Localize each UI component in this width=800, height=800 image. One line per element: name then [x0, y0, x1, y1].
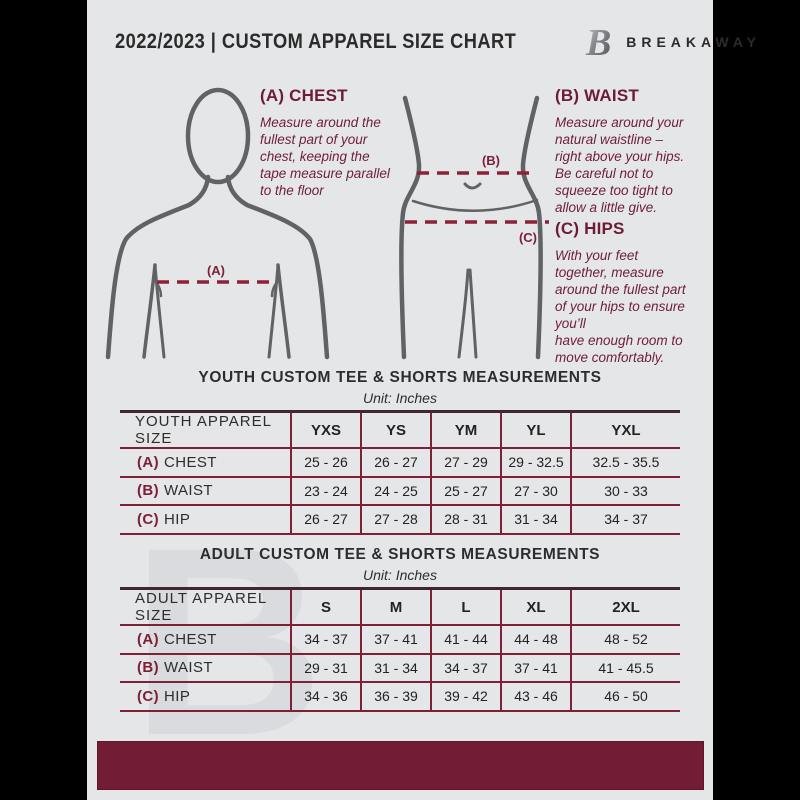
cell: 27 - 29	[430, 448, 501, 478]
torso-diagram: (A)	[105, 87, 330, 360]
row-key: (A)	[137, 453, 160, 471]
waist-heading: (B) WAIST	[555, 86, 639, 105]
cell: 28 - 31	[430, 505, 501, 535]
brand-name: BREAKAWAY	[626, 34, 761, 50]
waist-marker-label: (B)	[482, 153, 500, 168]
waist-body: Measure around your natural waistline – …	[555, 115, 685, 215]
adult-col-xl: XL	[500, 587, 571, 626]
cell: 36 - 39	[360, 682, 431, 712]
adult-col-m: M	[360, 587, 431, 626]
cell: 31 - 34	[500, 505, 571, 535]
cell: 29 - 31	[290, 653, 361, 683]
page-title: 2022/2023 | CUSTOM APPAREL SIZE CHART	[115, 30, 517, 53]
youth-section-header: YOUTH CUSTOM TEE & SHORTS MEASUREMENTS U…	[87, 369, 713, 406]
adult-section-title: ADULT CUSTOM TEE & SHORTS MEASUREMENTS	[199, 546, 601, 563]
cell: 25 - 27	[430, 476, 501, 506]
youth-chest-label: (A) CHEST	[120, 448, 291, 478]
hips-diagram: (B) (C)	[399, 95, 549, 360]
table-row: (B) WAIST 29 - 31 31 - 34 34 - 37 37 - 41…	[120, 653, 680, 683]
cell: 41 - 44	[430, 625, 501, 655]
youth-size-label-header: YOUTH APPAREL SIZE	[120, 410, 291, 449]
youth-col-yxl: YXL	[570, 410, 680, 449]
chest-body: Measure around the fullest part of your …	[260, 115, 390, 198]
table-row: (A) CHEST 25 - 26 26 - 27 27 - 29 29 - 32…	[120, 448, 680, 478]
cell: 32.5 - 35.5	[570, 448, 680, 478]
cell: 31 - 34	[360, 653, 431, 683]
hip-marker-label: (C)	[519, 230, 537, 245]
cell: 27 - 28	[360, 505, 431, 535]
hips-body: With your feet together, measure around …	[555, 248, 686, 365]
waist-instruction: (B) WAIST Measure around your natural wa…	[555, 86, 713, 216]
row-name: WAIST	[164, 482, 213, 500]
chest-heading: (A) CHEST	[260, 86, 348, 105]
adult-section-header: ADULT CUSTOM TEE & SHORTS MEASUREMENTS U…	[87, 546, 713, 583]
cell: 43 - 46	[500, 682, 571, 712]
row-name: CHEST	[164, 453, 217, 471]
table-row: (C) HIP 34 - 36 36 - 39 39 - 42 43 - 46 4…	[120, 682, 680, 712]
cell: 26 - 27	[360, 448, 431, 478]
cell: 37 - 41	[500, 653, 571, 683]
chest-marker-label: (A)	[207, 263, 225, 278]
youth-section-title: YOUTH CUSTOM TEE & SHORTS MEASUREMENTS	[198, 369, 602, 386]
adult-section-unit: Unit: Inches	[363, 567, 437, 583]
cell: 24 - 25	[360, 476, 431, 506]
hips-instruction: (C) HIPS With your feet together, measur…	[555, 219, 715, 366]
youth-size-table: YOUTH APPAREL SIZE YXS YS YM YL YXL (A) C…	[120, 410, 680, 535]
chest-instruction: (A) CHEST Measure around the fullest par…	[260, 86, 440, 199]
row-key: (C)	[137, 687, 160, 705]
cell: 29 - 32.5	[500, 448, 571, 478]
cell: 44 - 48	[500, 625, 571, 655]
row-name: HIP	[164, 510, 191, 528]
brand-lockup: B BREAKAWAY	[576, 20, 761, 64]
row-name: CHEST	[164, 630, 217, 648]
adult-col-s: S	[290, 587, 361, 626]
cell: 41 - 45.5	[570, 653, 680, 683]
cell: 34 - 37	[570, 505, 680, 535]
cell: 34 - 37	[430, 653, 501, 683]
youth-waist-label: (B) WAIST	[120, 476, 291, 506]
row-key: (B)	[137, 659, 160, 677]
cell: 48 - 52	[570, 625, 680, 655]
table-row: (A) CHEST 34 - 37 37 - 41 41 - 44 44 - 48…	[120, 625, 680, 655]
youth-hip-label: (C) HIP	[120, 505, 291, 535]
cell: 25 - 26	[290, 448, 361, 478]
size-chart-document: B 2022/2023 | CUSTOM APPAREL SIZE CHART …	[87, 0, 756, 800]
row-name: WAIST	[164, 659, 213, 677]
adult-header-row: ADULT APPAREL SIZE S M L XL 2XL	[120, 587, 680, 626]
youth-col-ys: YS	[360, 410, 431, 449]
hips-heading: (C) HIPS	[555, 219, 625, 238]
header: 2022/2023 | CUSTOM APPAREL SIZE CHART B …	[115, 20, 756, 64]
row-key: (A)	[137, 630, 160, 648]
youth-col-ym: YM	[430, 410, 501, 449]
adult-size-label-header: ADULT APPAREL SIZE	[120, 587, 291, 626]
cell: 39 - 42	[430, 682, 501, 712]
row-name: HIP	[164, 687, 191, 705]
cell: 46 - 50	[570, 682, 680, 712]
youth-col-yl: YL	[500, 410, 571, 449]
adult-size-table: ADULT APPAREL SIZE S M L XL 2XL (A) CHEST…	[120, 587, 680, 712]
table-row: (C) HIP 26 - 27 27 - 28 28 - 31 31 - 34 3…	[120, 505, 680, 535]
youth-header-row: YOUTH APPAREL SIZE YXS YS YM YL YXL	[120, 410, 680, 449]
footer-bar	[97, 741, 704, 790]
cell: 34 - 37	[290, 625, 361, 655]
youth-col-yxs: YXS	[290, 410, 361, 449]
adult-chest-label: (A) CHEST	[120, 625, 291, 655]
cell: 26 - 27	[290, 505, 361, 535]
cell: 23 - 24	[290, 476, 361, 506]
youth-section-unit: Unit: Inches	[363, 390, 437, 406]
adult-waist-label: (B) WAIST	[120, 653, 291, 683]
adult-col-l: L	[430, 587, 501, 626]
row-key: (C)	[137, 510, 160, 528]
adult-col-2xl: 2XL	[570, 587, 680, 626]
adult-hip-label: (C) HIP	[120, 682, 291, 712]
cell: 27 - 30	[500, 476, 571, 506]
cell: 34 - 36	[290, 682, 361, 712]
row-key: (B)	[137, 482, 160, 500]
table-row: (B) WAIST 23 - 24 24 - 25 25 - 27 27 - 30…	[120, 476, 680, 506]
cell: 37 - 41	[360, 625, 431, 655]
cell: 30 - 33	[570, 476, 680, 506]
breakaway-logo-icon: B	[579, 22, 612, 64]
